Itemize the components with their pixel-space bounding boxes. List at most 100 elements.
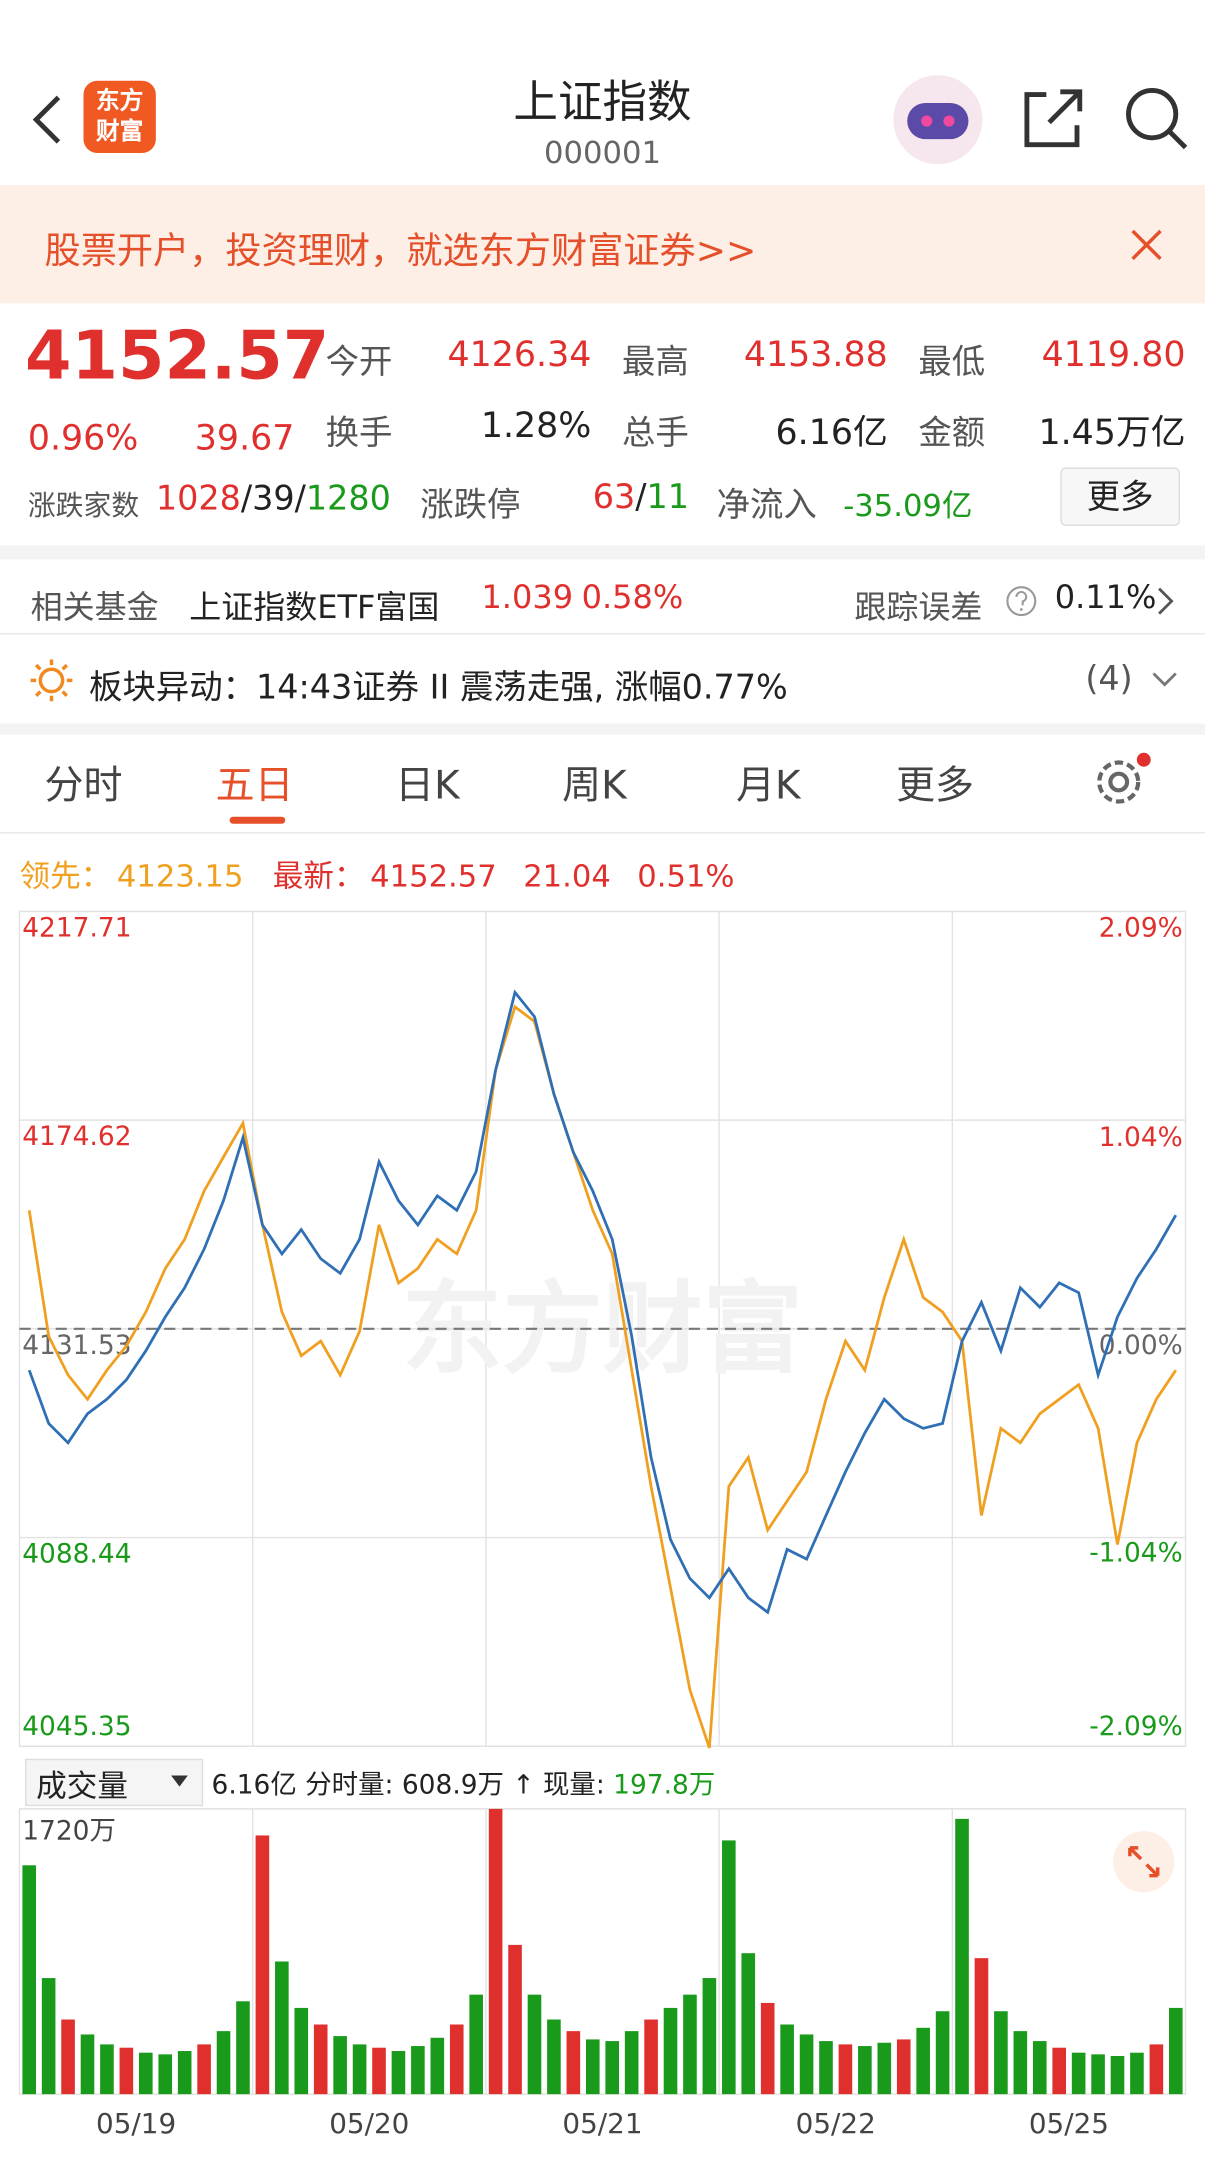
volume-bar xyxy=(1130,2052,1144,2095)
alert-count[interactable]: (4) xyxy=(1085,659,1133,699)
volume-selector[interactable] xyxy=(25,1758,204,1807)
tab[interactable]: 分时 xyxy=(44,762,123,809)
volume-bar xyxy=(119,2047,134,2095)
volume-now: 197.8万 xyxy=(613,1769,716,1801)
field-value: 1.28% xyxy=(480,404,592,446)
volume-bar xyxy=(877,2042,892,2095)
volume-bar xyxy=(994,2011,1008,2095)
volume-bar xyxy=(935,2011,950,2095)
tab[interactable]: 月K xyxy=(736,762,801,809)
field-value: 1.45万亿 xyxy=(1038,411,1186,453)
volume-label[interactable]: 成交量 xyxy=(36,1769,129,1805)
legend-last: 最新： xyxy=(272,859,365,895)
divider xyxy=(0,633,1205,635)
last-change: 21.04 xyxy=(523,859,611,895)
volume-bar xyxy=(255,1835,270,2095)
y2-tick-label: -1.04% xyxy=(1089,1538,1182,1569)
fullscreen-button[interactable] xyxy=(1110,1828,1177,1895)
error-label: 跟踪误差 xyxy=(854,589,983,627)
tab[interactable]: 日K xyxy=(395,762,460,809)
x-tick-label: 05/20 xyxy=(329,2107,409,2140)
volume-info: 6.16亿 分时量: 608.9万 ↑ 现量: 197.8万 xyxy=(212,1764,716,1802)
breadth-label: 涨跌家数 xyxy=(27,488,140,522)
readout: 领先： 4123.15 最新： 4152.57 21.04 0.51% xyxy=(19,852,734,897)
volume-bar xyxy=(605,2041,620,2095)
back-button[interactable] xyxy=(25,92,67,148)
volume-bar xyxy=(799,2034,814,2095)
help-icon[interactable] xyxy=(1005,584,1038,617)
breadth-part: 1280 xyxy=(305,478,391,518)
volume-bar xyxy=(294,2007,309,2095)
divider xyxy=(0,832,1205,834)
settings-button[interactable] xyxy=(1091,749,1152,810)
volume-bar xyxy=(80,2034,95,2095)
limit-part: 63 xyxy=(592,477,636,517)
volume-bar xyxy=(488,1808,503,2095)
price: 4152.57 xyxy=(25,317,330,396)
volume-bar xyxy=(702,1978,717,2095)
volume-bar xyxy=(236,2001,250,2095)
x-tick-label: 05/25 xyxy=(1029,2107,1109,2140)
volume-bar xyxy=(391,2051,406,2095)
divider xyxy=(0,545,1205,560)
chevron[interactable] xyxy=(1155,584,1177,617)
y2-tick-label: 2.09% xyxy=(1099,912,1183,943)
volume-bar xyxy=(585,2039,600,2095)
lead-value: 4123.15 xyxy=(116,859,244,895)
volume-bar xyxy=(916,2027,930,2095)
tab[interactable]: 五日 xyxy=(215,762,294,809)
volume-bar xyxy=(683,1994,697,2095)
tab[interactable]: 周K xyxy=(562,762,627,809)
volume-bar xyxy=(449,2024,464,2095)
divider xyxy=(0,723,1205,735)
assistant-icon[interactable] xyxy=(891,72,986,167)
page-title: 上证指数 xyxy=(513,75,692,129)
y-tick-label: 4088.44 xyxy=(22,1539,131,1570)
volume-bar xyxy=(547,2019,561,2095)
banner-text[interactable]: 股票开户，投资理财，就选东方财富证券>> xyxy=(44,230,757,273)
banner[interactable] xyxy=(0,185,1205,304)
fund-price: 1.039 xyxy=(481,580,574,617)
volume-minute: 分时量: 608.9万 ↑ xyxy=(305,1769,535,1801)
volume-bar xyxy=(955,1818,969,2095)
volume-bar xyxy=(22,1865,36,2095)
volume-bar xyxy=(760,2002,775,2095)
share-button[interactable] xyxy=(1019,83,1089,153)
volume-bar xyxy=(644,2019,658,2095)
volume-bar xyxy=(858,2046,872,2095)
tab[interactable]: 更多 xyxy=(896,762,975,809)
alert-text[interactable]: 板块异动：14:43证券 II 震荡走强, 涨幅0.77% xyxy=(89,667,788,707)
inflow: -35.09亿 xyxy=(843,489,973,525)
volume-bar xyxy=(372,2047,386,2095)
y-tick-label: 1720万 xyxy=(22,1816,116,1847)
last-pct: 0.51% xyxy=(637,859,735,895)
field-value: 6.16亿 xyxy=(775,411,888,453)
field-label: 最低 xyxy=(918,342,986,382)
field-label: 金额 xyxy=(918,413,986,453)
fund-pct: 0.58% xyxy=(581,580,684,617)
volume-bar xyxy=(333,2036,347,2095)
breadth-part: 39 xyxy=(252,478,295,518)
close-banner[interactable] xyxy=(1127,225,1166,264)
price-line xyxy=(27,1004,1177,1749)
expand-arrow[interactable] xyxy=(1149,668,1180,690)
breadth-part: / xyxy=(240,478,253,518)
field-value: 4153.88 xyxy=(743,333,888,375)
volume-bar xyxy=(313,2024,328,2095)
volume-bar xyxy=(216,2031,231,2095)
volume-bar xyxy=(1032,2041,1047,2095)
logo-text: 财富 xyxy=(96,118,144,147)
fund-name[interactable]: 上证指数ETF富国 xyxy=(189,589,440,627)
x-tick-label: 05/19 xyxy=(96,2107,176,2140)
change-percent: 0.96% xyxy=(27,417,139,458)
legend-lead: 领先： xyxy=(19,859,112,895)
limit-part: / xyxy=(635,477,647,517)
search-button[interactable] xyxy=(1119,83,1194,153)
fund-label: 相关基金 xyxy=(30,589,159,627)
volume-bar xyxy=(508,1944,522,2095)
field-label: 换手 xyxy=(325,413,393,453)
x-tick-label: 05/22 xyxy=(796,2107,876,2140)
y-tick-label: 4217.71 xyxy=(22,912,131,943)
more-button[interactable]: 更多 xyxy=(1060,467,1180,526)
dropdown-arrow[interactable] xyxy=(170,1773,189,1790)
